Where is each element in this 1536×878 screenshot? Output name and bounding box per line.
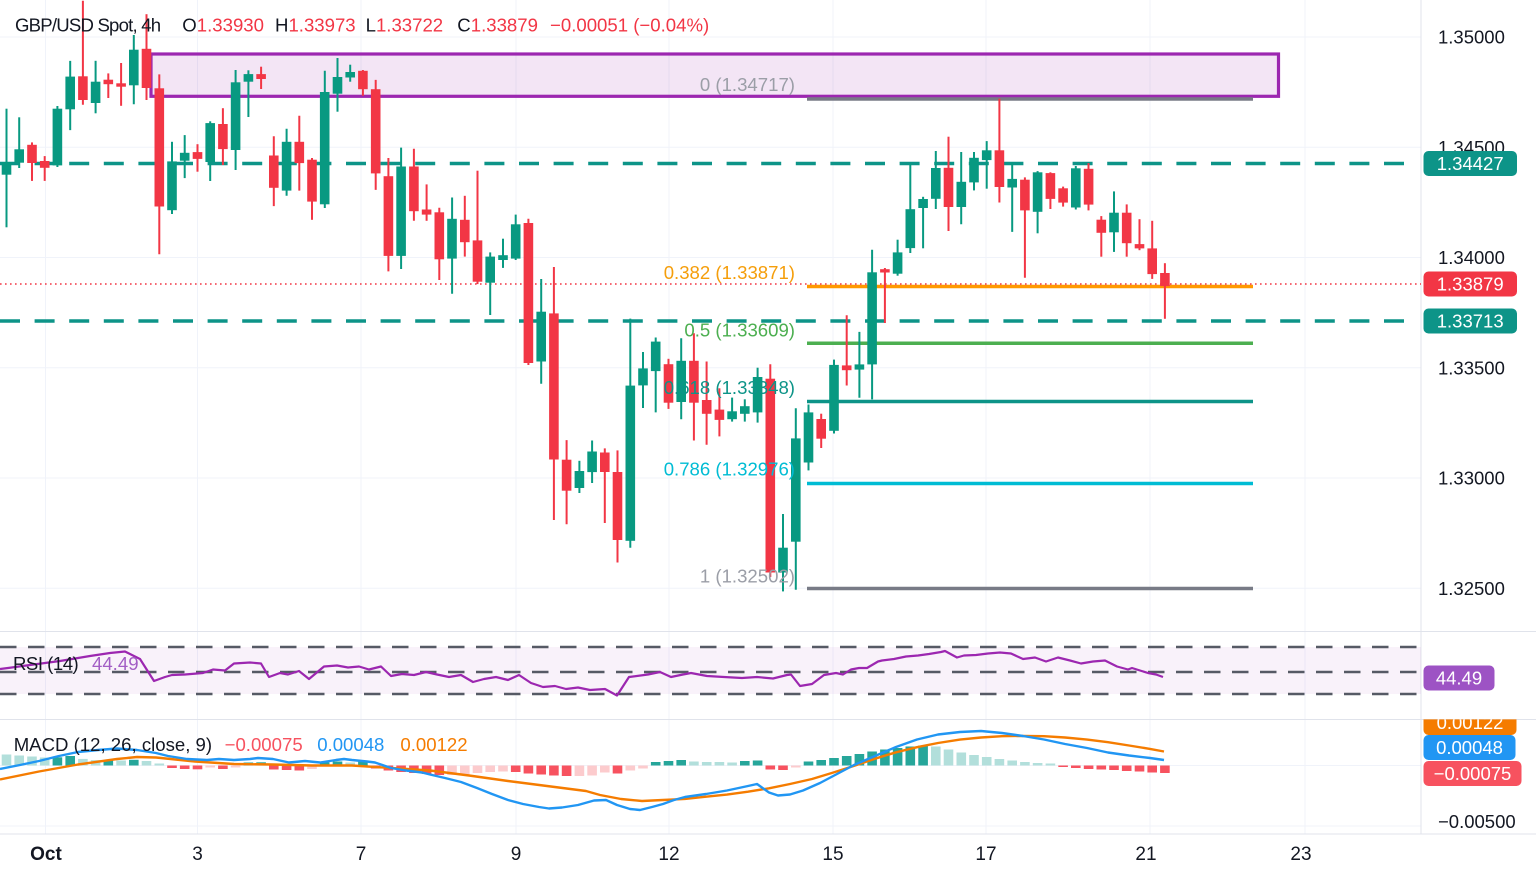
svg-text:−0.00075: −0.00075 (1434, 763, 1512, 784)
svg-text:1.33000: 1.33000 (1438, 468, 1505, 489)
svg-text:1.33500: 1.33500 (1438, 357, 1505, 378)
svg-text:RSI (14): RSI (14) (13, 653, 79, 674)
svg-text:1.34427: 1.34427 (1437, 153, 1504, 174)
svg-text:9: 9 (511, 844, 522, 865)
svg-text:0.618 (1.33348): 0.618 (1.33348) (664, 377, 795, 398)
svg-text:0.00122: 0.00122 (1437, 712, 1504, 733)
svg-text:−0.00051 (−0.04%): −0.00051 (−0.04%) (550, 15, 709, 36)
svg-text:0.382 (1.33871): 0.382 (1.33871) (664, 262, 795, 283)
svg-text:0.5 (1.33609): 0.5 (1.33609) (684, 320, 795, 341)
svg-text:Oct: Oct (30, 844, 62, 865)
svg-text:−0.00500: −0.00500 (1438, 811, 1516, 832)
svg-text:MACD (12, 26, close, 9): MACD (12, 26, close, 9) (14, 734, 212, 755)
svg-text:GBP/USD Spot, 4h: GBP/USD Spot, 4h (15, 15, 161, 36)
svg-text:3: 3 (192, 844, 203, 865)
svg-text:7: 7 (356, 844, 367, 865)
svg-text:0 (1.34717): 0 (1.34717) (700, 74, 795, 95)
svg-text:1.34000: 1.34000 (1438, 247, 1505, 268)
svg-text:0.786 (1.32976): 0.786 (1.32976) (664, 459, 795, 480)
svg-text:1.33879: 1.33879 (1437, 274, 1504, 295)
svg-text:44.49: 44.49 (92, 653, 139, 674)
svg-text:C1.33879: C1.33879 (457, 15, 538, 36)
svg-text:17: 17 (975, 844, 996, 865)
svg-text:O1.33930: O1.33930 (182, 15, 264, 36)
svg-text:44.49: 44.49 (1436, 668, 1482, 689)
svg-text:0.00048: 0.00048 (1436, 737, 1503, 758)
svg-text:21: 21 (1135, 844, 1156, 865)
svg-text:23: 23 (1290, 844, 1311, 865)
svg-text:L1.33722: L1.33722 (366, 15, 444, 36)
svg-text:0.00048: 0.00048 (317, 734, 384, 755)
svg-text:12: 12 (658, 844, 679, 865)
svg-text:0.00122: 0.00122 (400, 734, 467, 755)
svg-text:15: 15 (822, 844, 843, 865)
svg-text:1.35000: 1.35000 (1438, 27, 1505, 48)
svg-text:−0.00075: −0.00075 (225, 734, 303, 755)
svg-text:H1.33973: H1.33973 (275, 15, 356, 36)
svg-text:1 (1.32502): 1 (1.32502) (700, 566, 795, 587)
svg-text:1.33713: 1.33713 (1437, 311, 1504, 332)
svg-text:1.32500: 1.32500 (1438, 578, 1505, 599)
